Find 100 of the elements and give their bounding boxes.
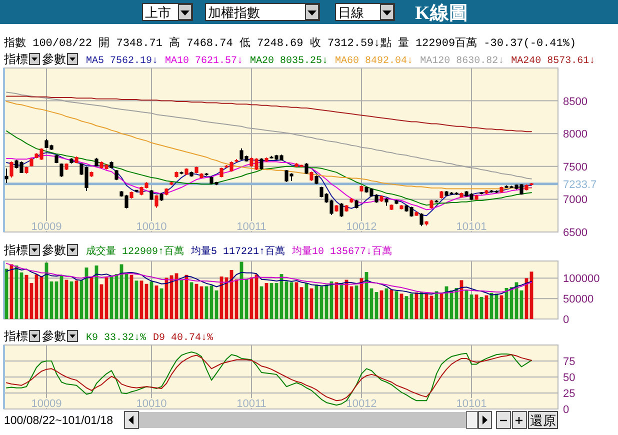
x-tick-label: 10011 — [236, 221, 266, 233]
candlestick — [200, 172, 204, 179]
candlestick — [360, 185, 364, 192]
text: 上市 — [145, 5, 171, 20]
text: 日線 — [338, 5, 364, 20]
text: MA60 8492.04↓ — [335, 56, 414, 67]
candlestick — [154, 194, 158, 208]
candlestick — [310, 171, 314, 182]
candlestick — [30, 158, 34, 167]
y-tick-label: 100000 — [563, 273, 600, 286]
y-tick-label: 7000 — [563, 194, 588, 206]
candlestick — [220, 167, 224, 178]
x-tick-label: 10011 — [236, 398, 266, 410]
candlestick — [160, 192, 164, 202]
candlestick — [60, 162, 64, 178]
text: K9 33.32↓% — [86, 333, 146, 344]
series-label: D9 40.74↓% — [153, 333, 214, 344]
candlestick — [110, 160, 114, 169]
candlestick — [380, 195, 384, 202]
x-tick-label: 10009 — [31, 398, 62, 410]
candlestick — [420, 212, 424, 227]
candlestick — [90, 171, 94, 178]
y-tick-label: 50000 — [563, 294, 594, 306]
candlestick — [424, 220, 428, 226]
y-tick-label: 0 — [563, 314, 570, 326]
candlestick — [474, 194, 478, 200]
line-series — [6, 262, 532, 294]
series-label: 均量5 117221↑百萬 — [190, 245, 286, 258]
y-tick-label: 25 — [563, 388, 576, 400]
candlestick — [344, 204, 348, 212]
candlestick — [130, 191, 134, 200]
text: MA120 8630.82↓ — [420, 56, 504, 67]
text: MA240 8573.61↓ — [511, 56, 596, 67]
candlestick — [384, 198, 388, 206]
candlestick — [530, 182, 534, 186]
candlestick — [94, 157, 98, 167]
candlestick — [204, 172, 208, 176]
series-label: 成交量 122909↑百萬 — [86, 245, 184, 258]
x-tick-label: 10012 — [346, 398, 377, 410]
x-tick-label: 10012 — [346, 221, 377, 233]
candlestick — [194, 166, 198, 174]
text: MA20 8035.25↓ — [250, 56, 328, 67]
candlestick — [150, 190, 154, 200]
text: 參數 — [42, 329, 66, 343]
candlestick — [354, 199, 358, 209]
text: 指標 — [3, 52, 28, 66]
candlestick — [500, 186, 504, 194]
candlestick — [400, 204, 404, 210]
text: 參數 — [42, 243, 66, 257]
y-tick-label: 0 — [563, 404, 570, 416]
candlestick — [414, 211, 418, 216]
x-tick-label: 10010 — [136, 221, 167, 233]
candlestick — [24, 166, 28, 174]
x-tick-label: 10101 — [456, 398, 487, 410]
candlestick — [164, 188, 168, 196]
candlestick — [134, 190, 138, 192]
chart-subtitle: 指數 100/08/22 開 7348.71 高 7468.74 低 7248.69 收 7312.59↓點 量 122909百萬 -30.37(-0.41%) — [3, 36, 576, 50]
text: MA5 7562.19↓ — [86, 56, 158, 67]
y-tick-label: 50 — [563, 372, 576, 384]
candlestick — [434, 200, 438, 203]
candlestick — [234, 158, 238, 163]
candlestick — [190, 171, 194, 178]
candlestick — [430, 199, 434, 209]
text: 指標 — [3, 243, 28, 257]
candlestick — [314, 175, 318, 185]
candlestick — [64, 162, 68, 171]
candlestick — [390, 204, 394, 211]
candlestick — [340, 202, 344, 218]
y-tick-label: 8500 — [563, 96, 588, 108]
candlestick — [304, 162, 308, 174]
candlestick — [264, 157, 268, 162]
text: 指標 — [3, 329, 28, 343]
candlestick — [170, 181, 174, 186]
candlestick — [54, 154, 58, 164]
candlestick — [260, 158, 264, 170]
x-tick-label: 10009 — [31, 221, 62, 233]
candlestick — [184, 168, 188, 176]
text: MA10 7621.57↓ — [165, 56, 244, 67]
candlestick — [484, 190, 488, 194]
line-series — [6, 100, 532, 190]
y-tick-label: 8000 — [563, 128, 588, 141]
ref-line-label: 7233.7 — [563, 178, 597, 191]
candlestick — [174, 171, 178, 178]
candlestick — [350, 198, 354, 204]
candlestick — [180, 171, 184, 175]
candlestick — [4, 168, 8, 184]
y-tick-label: 6500 — [563, 227, 588, 239]
candlestick — [460, 192, 464, 198]
x-tick-label: 10101 — [456, 221, 487, 233]
line-series — [6, 96, 532, 132]
line-series — [6, 130, 532, 206]
candlestick — [334, 204, 338, 212]
text: 加權指數 — [208, 5, 260, 20]
line-series — [6, 268, 532, 296]
chart-title: K線圖 — [415, 3, 468, 24]
candlestick — [114, 170, 118, 181]
text: 均量10 135677↓百萬 — [291, 245, 392, 258]
y-tick-label: 75 — [563, 356, 576, 368]
candlestick — [394, 199, 398, 205]
y-tick-label: 7500 — [563, 161, 588, 174]
